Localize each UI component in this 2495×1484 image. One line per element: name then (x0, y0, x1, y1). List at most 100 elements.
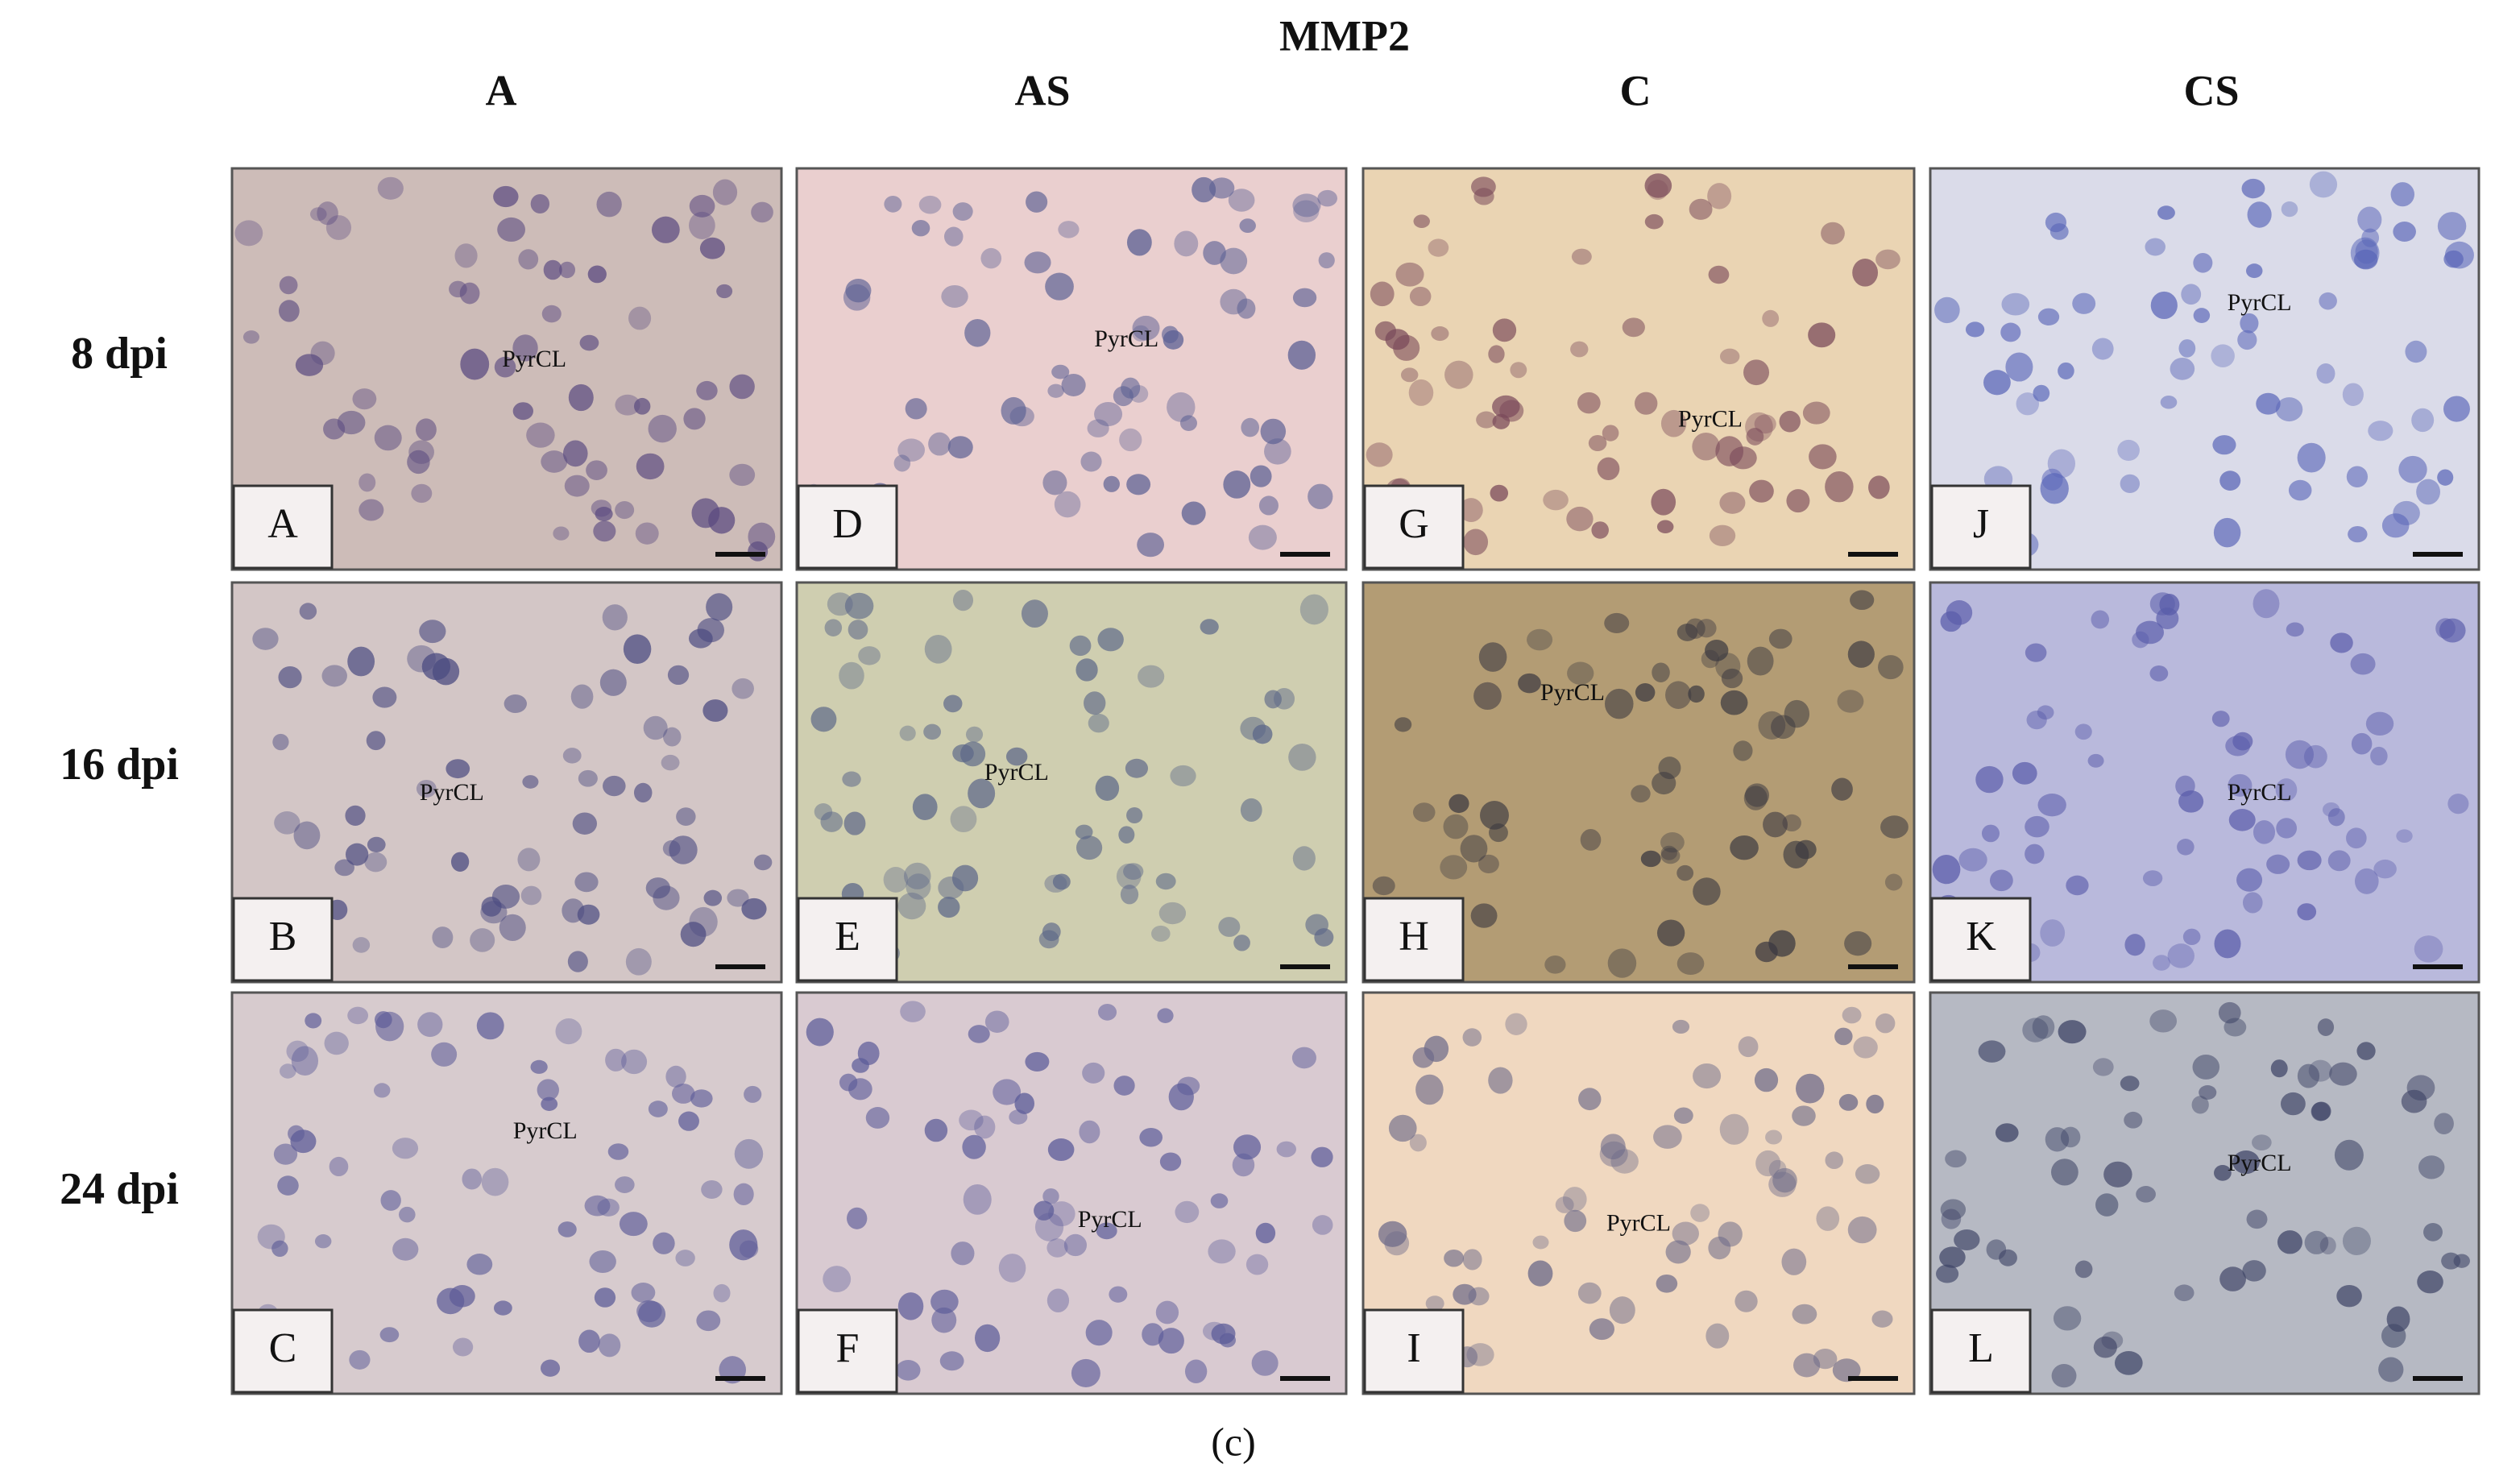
cell-nucleus (2418, 1155, 2445, 1179)
cell-nucleus (1604, 612, 1630, 633)
cell-nucleus (1113, 386, 1134, 407)
cell-nucleus (2342, 383, 2364, 407)
cell-nucleus (1719, 348, 1740, 365)
cell-nucleus (1038, 930, 1059, 949)
cell-nucleus (1079, 1120, 1100, 1144)
cell-nucleus (2411, 408, 2435, 433)
cell-nucleus (1400, 367, 1419, 383)
cell-nucleus (648, 414, 677, 443)
cell-nucleus (321, 665, 347, 687)
cell-nucleus (1444, 360, 1473, 389)
cell-nucleus (1488, 1067, 1513, 1094)
cell-nucleus (234, 220, 263, 247)
cell-nucleus (615, 501, 635, 520)
cell-nucleus (1126, 229, 1152, 256)
cell-nucleus (2037, 793, 2066, 817)
letter-box (1363, 897, 1465, 982)
cell-nucleus (1763, 811, 1788, 838)
cell-nucleus (843, 811, 866, 835)
letter-box (1363, 1308, 1465, 1394)
cell-nucleus (2437, 469, 2454, 486)
cell-nucleus (1975, 765, 2004, 794)
cell-nucleus (1607, 948, 1637, 978)
cell-nucleus (1170, 765, 1196, 787)
cell-nucleus (729, 374, 755, 400)
cell-nucleus (1168, 1083, 1194, 1111)
panel-letter: E (835, 914, 860, 960)
scale-bar (1280, 964, 1330, 969)
cell-nucleus (274, 811, 300, 835)
cell-nucleus (567, 951, 588, 972)
cell-nucleus (431, 1042, 458, 1067)
micrograph-panel: PyrCL C (230, 991, 783, 1395)
cell-nucleus (1640, 850, 1661, 868)
cell-nucleus (2381, 513, 2410, 538)
cell-nucleus (577, 904, 600, 925)
cell-nucleus (2423, 1222, 2443, 1242)
cell-nucleus (2381, 1324, 2406, 1348)
cell-nucleus (574, 872, 599, 893)
cell-nucleus (2228, 809, 2256, 831)
cell-nucleus (2049, 223, 2069, 240)
cell-nucleus (1097, 628, 1124, 652)
cell-nucleus (1025, 1051, 1050, 1072)
cell-nucleus (648, 1101, 668, 1117)
cell-nucleus (1120, 885, 1139, 905)
cell-nucleus (364, 852, 388, 873)
cell-nucleus (1834, 1027, 1853, 1046)
cell-nucleus (1719, 1113, 1749, 1145)
cell-nucleus (347, 646, 375, 677)
cell-nucleus (712, 179, 738, 205)
cell-nucleus (359, 473, 376, 492)
cell-nucleus (2074, 1260, 2093, 1279)
cell-nucleus (602, 604, 628, 631)
region-label: PyrCL (2228, 289, 2292, 316)
cell-nucleus (1384, 1231, 1410, 1256)
cell-nucleus (325, 215, 352, 240)
cell-nucleus (1071, 1358, 1100, 1387)
cell-nucleus (598, 1333, 621, 1358)
cell-nucleus (1084, 691, 1106, 715)
micrograph-panel: PyrCL G (1361, 167, 1916, 571)
cell-nucleus (1543, 489, 1569, 511)
scale-bar (2413, 964, 2463, 969)
cell-nucleus (252, 628, 279, 650)
cell-nucleus (2350, 237, 2380, 269)
cell-nucleus (2025, 844, 2045, 864)
cell-nucleus (526, 422, 555, 448)
cell-nucleus (2022, 1018, 2049, 1043)
cell-nucleus (1409, 1134, 1427, 1152)
panel-letter: L (1968, 1325, 1994, 1371)
cell-nucleus (1167, 392, 1196, 422)
cell-nucleus (1085, 1320, 1113, 1346)
cell-nucleus (1768, 930, 1796, 957)
cell-nucleus (1203, 241, 1226, 265)
cell-nucleus (2199, 1085, 2217, 1100)
cell-nucleus (2219, 470, 2241, 491)
letter-box (232, 484, 334, 570)
cell-nucleus (1412, 802, 1436, 823)
cell-nucleus (2211, 711, 2230, 727)
cell-nucleus (2256, 392, 2281, 415)
cell-nucleus (1293, 200, 1320, 223)
cell-nucleus (1113, 1076, 1135, 1096)
region-label: PyrCL (1606, 1210, 1671, 1237)
cell-nucleus (959, 1109, 984, 1131)
cell-nucleus (1566, 506, 1594, 532)
cell-nucleus (1562, 1187, 1587, 1212)
cell-nucleus (273, 1143, 298, 1165)
cell-nucleus (593, 520, 616, 542)
cell-nucleus (379, 1327, 400, 1343)
cell-nucleus (1738, 1036, 1759, 1058)
cell-nucleus (839, 661, 864, 690)
region-label: PyrCL (1678, 406, 1743, 433)
cell-nucleus (1181, 501, 1206, 525)
cell-nucleus (1490, 484, 1509, 502)
cell-nucleus (1635, 683, 1656, 703)
cell-nucleus (2219, 1266, 2246, 1291)
cell-nucleus (2174, 1284, 2195, 1302)
cell-nucleus (1063, 1233, 1088, 1257)
cell-nucleus (1676, 624, 1698, 641)
cell-nucleus (2025, 643, 2047, 662)
cell-nucleus (621, 1049, 648, 1075)
